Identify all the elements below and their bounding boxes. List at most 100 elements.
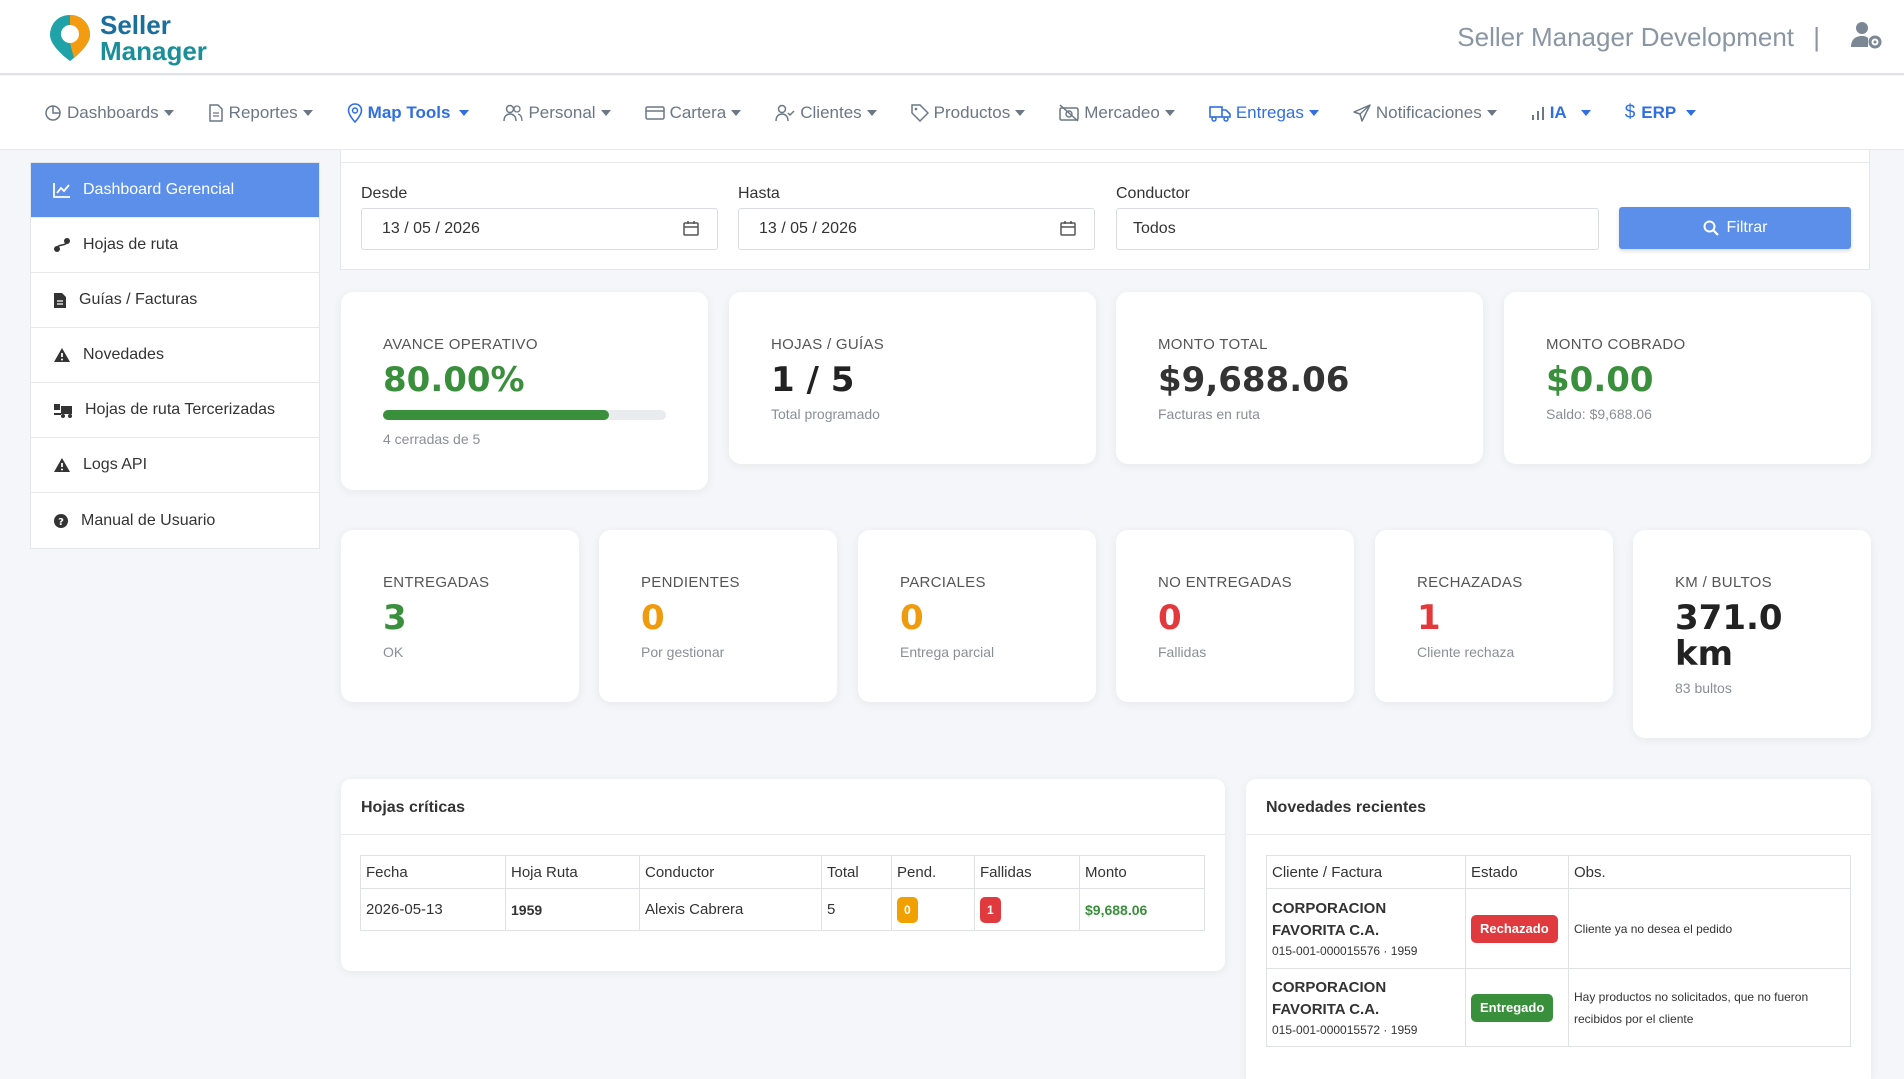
pend-badge: 0 bbox=[897, 896, 918, 923]
nav-map-tools[interactable]: Map Tools bbox=[347, 103, 470, 123]
sidebar-item-hojas-tercerizadas[interactable]: Hojas de ruta Tercerizadas bbox=[31, 383, 319, 438]
hasta-date-input[interactable]: 13 / 05 / 2026 bbox=[738, 208, 1095, 250]
table-row[interactable]: CORPORACION FAVORITA C.A. 015-001-000015… bbox=[1266, 968, 1851, 1047]
progress-fill bbox=[383, 410, 610, 420]
sidebar-item-label: Hojas de ruta bbox=[83, 236, 179, 253]
kpi-value: 80.00% bbox=[383, 360, 525, 400]
sidebar-item-label: Hojas de ruta Tercerizadas bbox=[85, 401, 276, 418]
map-pin-icon bbox=[347, 103, 362, 123]
fecha-cell: 2026-05-13 bbox=[360, 888, 506, 931]
main-navbar: Dashboards Reportes Map Tools Personal C… bbox=[0, 76, 1904, 150]
nav-mercadeo[interactable]: Mercadeo bbox=[1059, 103, 1175, 123]
kpi-value: 371.0 km bbox=[1675, 600, 1783, 672]
document-icon bbox=[208, 104, 223, 122]
kpi-value: 3 bbox=[383, 598, 407, 638]
chevron-down-icon bbox=[1486, 110, 1497, 116]
fallidas-cell: 1 bbox=[974, 888, 1080, 931]
kpi-label: MONTO TOTAL bbox=[1158, 336, 1268, 353]
warning-icon bbox=[54, 348, 70, 362]
nav-productos[interactable]: Productos bbox=[910, 103, 1026, 123]
sidebar-item-dashboard-gerencial[interactable]: Dashboard Gerencial bbox=[31, 163, 319, 218]
kpi-sub: OK bbox=[383, 644, 404, 660]
column-header: Total bbox=[821, 855, 892, 889]
kpi-label: RECHAZADAS bbox=[1417, 574, 1523, 591]
dollar-icon: $ bbox=[1624, 102, 1636, 123]
desde-label: Desde bbox=[361, 185, 408, 202]
chevron-down-icon bbox=[302, 110, 313, 116]
nav-personal[interactable]: Personal bbox=[503, 103, 611, 123]
hasta-label: Hasta bbox=[738, 185, 780, 202]
sidebar-item-logs-api[interactable]: Logs API bbox=[31, 438, 319, 493]
table-header-row: Cliente / Factura Estado Obs. bbox=[1266, 855, 1851, 889]
nav-ia[interactable]: IA bbox=[1531, 103, 1591, 123]
sidebar: Dashboard Gerencial Hojas de ruta Guías … bbox=[30, 162, 320, 549]
sidebar-item-label: Manual de Usuario bbox=[81, 511, 216, 529]
nav-erp[interactable]: $ ERP bbox=[1625, 102, 1697, 124]
user-check-icon bbox=[775, 104, 795, 122]
hojas-criticas-table: Fecha Hoja Ruta Conductor Total Pend. Fa… bbox=[360, 855, 1205, 931]
kpi-value: 0 bbox=[641, 598, 665, 638]
cliente-name: FAVORITA C.A. bbox=[1272, 921, 1380, 939]
nav-map-tools-label: Map Tools bbox=[367, 103, 451, 122]
conductor-value: Todos bbox=[1133, 220, 1176, 237]
kpi-sub: Por gestionar bbox=[641, 644, 725, 660]
question-circle-icon: ? bbox=[54, 513, 68, 528]
panel-title: Hojas críticas bbox=[361, 799, 466, 816]
nav-dashboards[interactable]: Dashboards bbox=[44, 103, 174, 123]
chevron-down-icon bbox=[1164, 110, 1175, 116]
user-settings-icon[interactable] bbox=[1850, 20, 1882, 50]
sidebar-item-novedades[interactable]: Novedades bbox=[31, 328, 319, 383]
column-header: Cliente / Factura bbox=[1266, 855, 1466, 889]
warning-icon bbox=[54, 458, 70, 472]
fallidas-badge: 1 bbox=[980, 896, 1001, 923]
table-row[interactable]: CORPORACION FAVORITA C.A. 015-001-000015… bbox=[1266, 888, 1851, 969]
nav-cartera[interactable]: Cartera bbox=[644, 103, 742, 123]
kpi-card-rechazadas: RECHAZADAS 1 Cliente rechaza bbox=[1375, 530, 1613, 702]
kpi-value: 1 bbox=[1417, 598, 1441, 638]
brand-logo[interactable]: Seller Manager bbox=[48, 12, 207, 64]
nav-entregas[interactable]: Entregas bbox=[1209, 103, 1319, 123]
estado-cell: Entregado bbox=[1465, 968, 1569, 1047]
panel-divider bbox=[341, 834, 1225, 835]
kpi-card-monto-total: MONTO TOTAL $9,688.06 Facturas en ruta bbox=[1116, 292, 1483, 464]
sidebar-item-label: Logs API bbox=[83, 456, 148, 473]
cliente-name: CORPORACION bbox=[1272, 978, 1387, 996]
kpi-card-pendientes: PENDIENTES 0 Por gestionar bbox=[599, 530, 837, 702]
chevron-down-icon bbox=[1015, 110, 1026, 116]
nav-notificaciones[interactable]: Notificaciones bbox=[1353, 103, 1497, 123]
table-row[interactable]: 2026-05-13 1959 Alexis Cabrera 5 0 1 $9,… bbox=[360, 888, 1205, 931]
cliente-name: FAVORITA C.A. bbox=[1272, 1000, 1380, 1018]
sidebar-item-guias-facturas[interactable]: Guías / Facturas bbox=[31, 273, 319, 328]
column-header: Pend. bbox=[891, 855, 975, 889]
monto-cell: $9,688.06 bbox=[1079, 888, 1205, 931]
kpi-card-entregadas: ENTREGADAS 3 OK bbox=[341, 530, 579, 702]
calendar-icon[interactable] bbox=[683, 220, 699, 236]
sidebar-item-label: Guías / Facturas bbox=[79, 291, 198, 308]
sidebar-item-label: Dashboard Gerencial bbox=[83, 181, 235, 198]
top-header: Seller Manager Seller Manager Developmen… bbox=[0, 0, 1904, 75]
sidebar-item-label: Novedades bbox=[83, 346, 164, 363]
kpi-card-parciales: PARCIALES 0 Entrega parcial bbox=[858, 530, 1096, 702]
kpi-sub: Facturas en ruta bbox=[1158, 406, 1260, 422]
location-pin-logo-icon bbox=[50, 15, 90, 61]
sidebar-item-manual-usuario[interactable]: ? Manual de Usuario bbox=[31, 493, 319, 548]
truck-icon bbox=[1209, 106, 1231, 122]
column-header: Fecha bbox=[360, 855, 506, 889]
obs-cell: Cliente ya no desea el pedido bbox=[1568, 888, 1851, 969]
filtrar-button[interactable]: Filtrar bbox=[1619, 207, 1851, 249]
kpi-label: PENDIENTES bbox=[641, 574, 740, 591]
kpi-sub: 4 cerradas de 5 bbox=[383, 431, 481, 447]
panel-divider bbox=[341, 162, 1869, 163]
nav-reportes-label: Reportes bbox=[228, 103, 298, 122]
conductor-select[interactable]: Todos bbox=[1116, 208, 1599, 250]
kpi-value: $0.00 bbox=[1546, 360, 1654, 400]
panel-divider bbox=[1246, 834, 1871, 835]
desde-date-input[interactable]: 13 / 05 / 2026 bbox=[361, 208, 718, 250]
nav-clientes[interactable]: Clientes bbox=[775, 103, 877, 123]
kpi-label: KM / BULTOS bbox=[1675, 574, 1772, 591]
brand-line1: Seller bbox=[100, 10, 171, 40]
svg-text:?: ? bbox=[58, 517, 64, 528]
nav-reportes[interactable]: Reportes bbox=[208, 103, 313, 123]
sidebar-item-hojas-de-ruta[interactable]: Hojas de ruta bbox=[31, 218, 319, 273]
calendar-icon[interactable] bbox=[1060, 220, 1076, 236]
